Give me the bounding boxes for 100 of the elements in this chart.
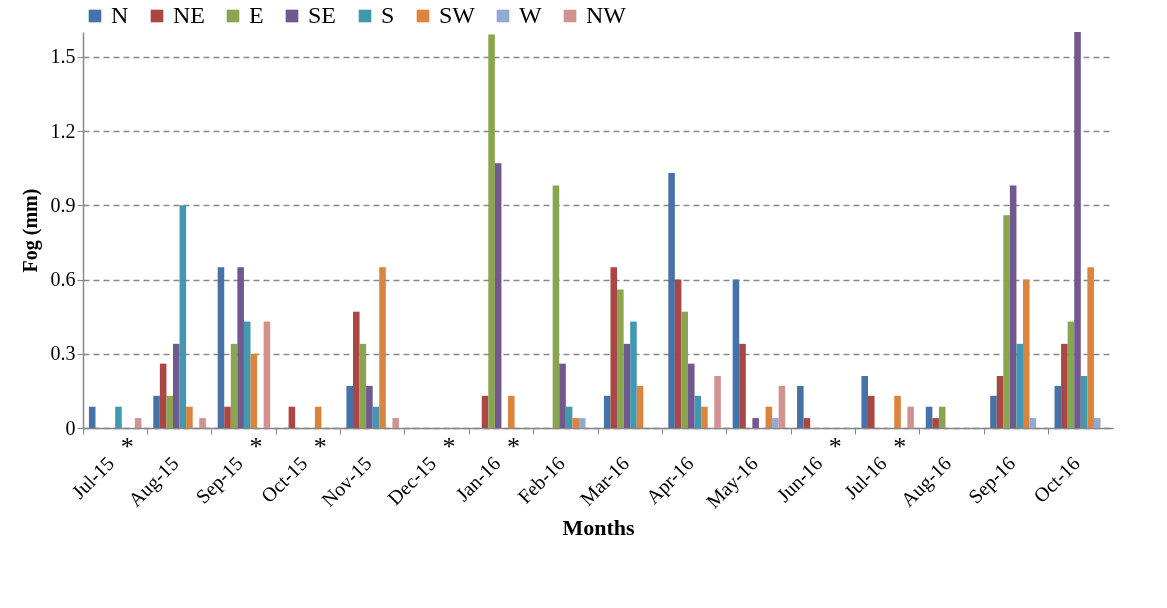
bar [572,418,579,428]
bar [237,267,244,428]
bar [630,321,637,428]
bar [565,406,573,428]
y-tick-label: 0 [65,416,76,439]
bar [379,267,386,428]
annotation: * [120,432,134,461]
x-axis-title: Months [562,515,635,541]
y-tick-label: 1.5 [50,45,76,68]
legend-label: E [249,2,264,28]
y-tick-label: 0.9 [50,193,76,216]
bar [765,406,773,428]
y-tick-label: 0.6 [50,268,76,290]
bar [224,406,231,428]
bar [674,279,682,428]
bar [578,418,586,428]
bar [250,353,258,428]
bar [366,385,373,428]
y-axis-title: Fog (mm) [18,188,42,273]
bar [230,343,238,428]
bar [359,343,367,428]
bar [996,376,1004,428]
bar [1029,418,1037,428]
annotation: * [506,432,520,461]
annotation: * [893,432,907,461]
bar [636,385,644,428]
annotation: * [828,432,842,461]
bar [778,385,786,428]
bar [1016,343,1024,428]
annotation: * [313,432,327,461]
bar [1061,343,1068,428]
bar [681,311,688,428]
bar [179,205,187,428]
legend-label: NW [586,2,627,28]
bar [243,321,251,428]
bar [668,173,675,428]
bar [907,406,914,428]
bar [739,343,746,428]
bar [481,395,489,428]
bar [603,395,611,428]
y-tick-label: 0.3 [50,342,76,365]
bar [1080,376,1088,428]
bar [488,34,495,428]
bar [861,376,868,428]
bar [803,418,811,428]
legend-label: SE [308,2,337,28]
bar [392,418,399,428]
bar [346,385,353,428]
bar [552,185,560,428]
bar [1003,215,1010,428]
bar [610,267,618,428]
legend-label: S [381,2,395,28]
annotation: * [442,432,456,461]
bar [714,376,721,428]
bar [694,395,702,428]
bar [687,363,695,428]
legend-label: NE [173,2,205,28]
bar [314,406,322,428]
y-tick-label: 1.2 [50,119,76,142]
bar [701,406,708,428]
bar [938,406,946,428]
bar [1054,385,1062,428]
bar [1074,32,1081,428]
bar [1093,418,1101,428]
bar [159,363,167,428]
annotation: * [249,432,263,461]
bar [1087,267,1094,428]
bar [617,289,624,428]
bar [732,279,740,428]
bar [867,395,875,428]
bar [925,406,933,428]
bar [894,395,901,428]
bar [88,406,96,428]
bar [932,418,939,428]
bar [153,395,160,428]
bar [494,163,502,428]
bar [1067,321,1075,428]
bar [752,418,759,428]
bar [199,418,206,428]
legend-label: N [111,2,129,28]
bar [797,385,804,428]
bar [352,311,360,428]
bar [115,406,122,428]
bar [1009,185,1017,428]
bar [217,267,225,428]
bar [372,406,380,428]
bar [508,395,515,428]
bar [134,418,142,428]
bar [559,363,566,428]
bar [288,406,296,428]
legend-label: SW [439,2,476,28]
legend-label: W [519,2,542,28]
bar [990,395,997,428]
bar [172,343,180,428]
bar [1023,279,1030,428]
bar [166,395,173,428]
bar [772,418,779,428]
bar [263,321,271,428]
bar [623,343,631,428]
bar [186,406,193,428]
